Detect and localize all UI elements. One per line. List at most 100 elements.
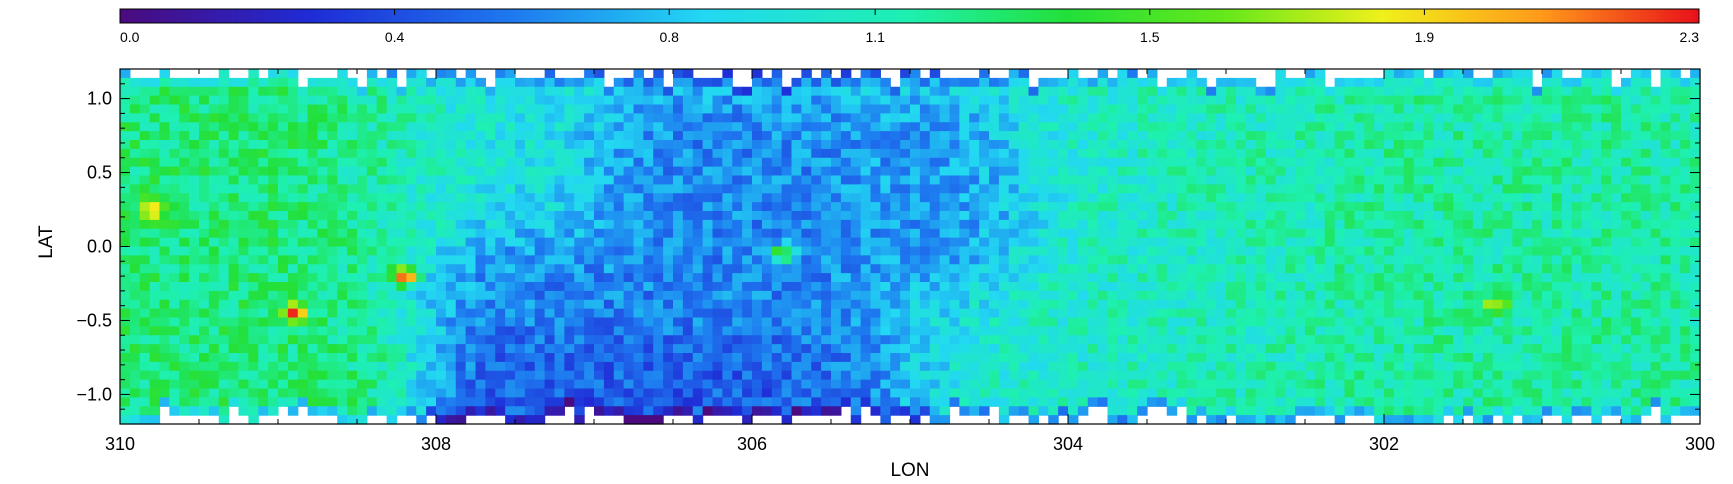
heatmap-cell [1344, 86, 1355, 97]
heatmap-cell [139, 211, 151, 221]
heatmap-cell [969, 344, 980, 354]
heatmap-cell [791, 326, 802, 336]
heatmap-cell [1087, 344, 1099, 354]
heatmap-cell [979, 379, 990, 390]
heatmap-cell [218, 317, 230, 327]
heatmap-cell [1374, 344, 1385, 354]
heatmap-cell [761, 86, 773, 97]
heatmap-cell [455, 175, 467, 185]
heatmap-cell [603, 166, 615, 177]
heatmap-cell [732, 166, 743, 177]
heatmap-cell [900, 86, 911, 97]
heatmap-cell [752, 264, 763, 274]
heatmap-cell [831, 406, 842, 416]
heatmap-cell [1354, 237, 1365, 248]
heatmap-cell [1324, 273, 1336, 283]
heatmap-cell [584, 175, 595, 185]
heatmap-cell [426, 406, 437, 416]
heatmap-cell [821, 388, 832, 398]
heatmap-cell [1018, 113, 1030, 123]
heatmap-cell [1364, 299, 1375, 310]
heatmap-cell [465, 104, 477, 114]
heatmap-cell [297, 264, 309, 274]
heatmap-cell [159, 131, 170, 141]
heatmap-cell [692, 370, 704, 381]
heatmap-cell [1285, 326, 1296, 336]
heatmap-cell [1127, 299, 1138, 310]
heatmap-cell [1314, 335, 1326, 345]
heatmap-cell [426, 397, 437, 407]
heatmap-cell [1137, 211, 1148, 221]
heatmap-cell [742, 86, 753, 97]
heatmap-cell [544, 406, 556, 416]
heatmap-cell [831, 184, 842, 194]
colorbar-tick-label: 1.5 [1140, 29, 1160, 45]
heatmap-cell [771, 264, 783, 274]
heatmap-cell [218, 246, 230, 256]
heatmap-cell [1156, 326, 1168, 336]
heatmap-cell [357, 326, 368, 336]
heatmap-cell [1018, 140, 1030, 150]
heatmap-cell [1275, 264, 1286, 274]
heatmap-cell [831, 397, 842, 407]
heatmap-cell [386, 317, 398, 327]
heatmap-cell [149, 211, 161, 221]
heatmap-cell [998, 308, 1010, 319]
heatmap-cell [1048, 140, 1059, 150]
heatmap-cell [1048, 228, 1059, 239]
heatmap-cell [989, 397, 1000, 407]
heatmap-cell [317, 353, 328, 363]
heatmap-cell [998, 131, 1010, 141]
heatmap-cell [258, 193, 269, 203]
heatmap-cell [1285, 370, 1296, 381]
heatmap-cell [771, 140, 783, 150]
heatmap-cell [1087, 184, 1099, 194]
heatmap-cell [1226, 370, 1237, 381]
heatmap-cell [1384, 202, 1395, 212]
heatmap-cell [445, 308, 457, 319]
heatmap-cell [416, 69, 427, 79]
heatmap-cell [1344, 77, 1355, 88]
heatmap-cell [248, 175, 259, 185]
heatmap-cell [663, 273, 674, 283]
heatmap-cell [228, 104, 240, 114]
heatmap-cell [603, 193, 615, 203]
heatmap-cell [1255, 228, 1267, 239]
heatmap-cell [1077, 193, 1089, 203]
heatmap-cell [169, 211, 180, 221]
heatmap-cell [603, 104, 615, 114]
heatmap-cell [445, 69, 457, 79]
heatmap-cell [544, 122, 556, 132]
heatmap-cell [1127, 282, 1138, 292]
heatmap-cell [1117, 184, 1128, 194]
heatmap-cell [1314, 69, 1326, 79]
heatmap-cell [989, 335, 1000, 345]
heatmap-cell [870, 388, 881, 398]
heatmap-cell [761, 77, 773, 88]
heatmap-cell [949, 211, 960, 221]
heatmap-cell [791, 397, 802, 407]
heatmap-cell [436, 388, 447, 398]
heatmap-cell [1068, 308, 1079, 319]
heatmap-cell [1314, 184, 1326, 194]
heatmap-cell [317, 157, 328, 168]
heatmap-cell [989, 317, 1000, 327]
heatmap-cell [426, 255, 437, 265]
heatmap-cell [1344, 308, 1355, 319]
heatmap-cell [1077, 228, 1089, 239]
heatmap-cell [357, 211, 368, 221]
heatmap-cell [297, 308, 309, 319]
heatmap-cell [218, 290, 230, 301]
heatmap-cell [228, 202, 240, 212]
heatmap-cell [1147, 353, 1158, 363]
heatmap-cell [939, 388, 951, 398]
heatmap-cell [1117, 175, 1128, 185]
heatmap-cell [811, 273, 822, 283]
heatmap-cell [1038, 299, 1049, 310]
heatmap-cell [840, 353, 852, 363]
heatmap-cell [495, 353, 506, 363]
heatmap-cell [1107, 166, 1118, 177]
heatmap-cell [732, 237, 743, 248]
heatmap-cell [1147, 228, 1158, 239]
heatmap-cell [554, 255, 565, 265]
